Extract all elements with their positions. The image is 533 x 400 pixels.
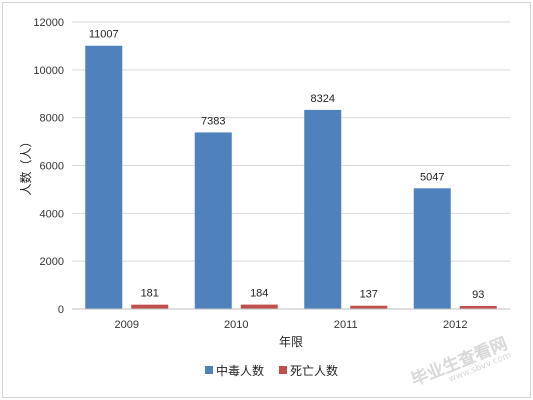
x-axis-title: 年限 xyxy=(279,335,303,349)
bars xyxy=(85,45,497,310)
watermark: 毕业生查看网 www.sbvv.com xyxy=(408,333,513,391)
x-tick-label: 2010 xyxy=(224,319,248,331)
y-tick-label: 10000 xyxy=(33,65,64,77)
bar-death-2011 xyxy=(350,305,388,309)
y-tick-label: 12000 xyxy=(33,17,64,29)
legend-swatch-poisoning xyxy=(205,366,213,374)
x-tick-label: 2011 xyxy=(334,319,358,331)
data-labels: 11007 181 7383 184 8324 137 5047 93 xyxy=(89,29,485,301)
y-tick-label: 8000 xyxy=(40,113,64,125)
y-tick-label: 2000 xyxy=(40,256,64,268)
bar-death-2009 xyxy=(131,304,169,309)
y-tick-label: 4000 xyxy=(40,208,64,220)
bar-poisoning-2012 xyxy=(413,188,451,309)
bar-death-2012 xyxy=(459,306,497,309)
x-tick-label: 2009 xyxy=(115,319,139,331)
y-axis-title: 人数（人） xyxy=(18,135,33,195)
bar-poisoning-2009 xyxy=(85,45,123,310)
x-tick-label: 2012 xyxy=(443,319,467,331)
y-axis-ticks: 0 2000 4000 6000 8000 10000 12000 xyxy=(33,17,64,316)
data-label: 7383 xyxy=(201,115,225,127)
y-tick-label: 0 xyxy=(58,304,64,316)
data-label: 184 xyxy=(250,288,268,300)
y-tick-label: 6000 xyxy=(40,161,64,173)
legend-label-poisoning: 中毒人数 xyxy=(216,363,264,378)
legend-label-death: 死亡人数 xyxy=(290,363,338,378)
data-label: 8324 xyxy=(311,93,335,105)
x-axis-ticks: 2009 2010 2011 2012 xyxy=(115,319,468,331)
data-label: 5047 xyxy=(420,171,444,183)
data-label: 11007 xyxy=(89,29,119,41)
data-label: 137 xyxy=(360,289,378,301)
legend-swatch-death xyxy=(279,366,287,374)
bar-poisoning-2010 xyxy=(194,132,232,309)
data-label: 181 xyxy=(141,288,159,300)
bar-death-2010 xyxy=(240,304,278,309)
bar-poisoning-2011 xyxy=(304,109,342,309)
data-label: 93 xyxy=(472,289,484,301)
legend: 中毒人数 死亡人数 xyxy=(205,363,338,378)
